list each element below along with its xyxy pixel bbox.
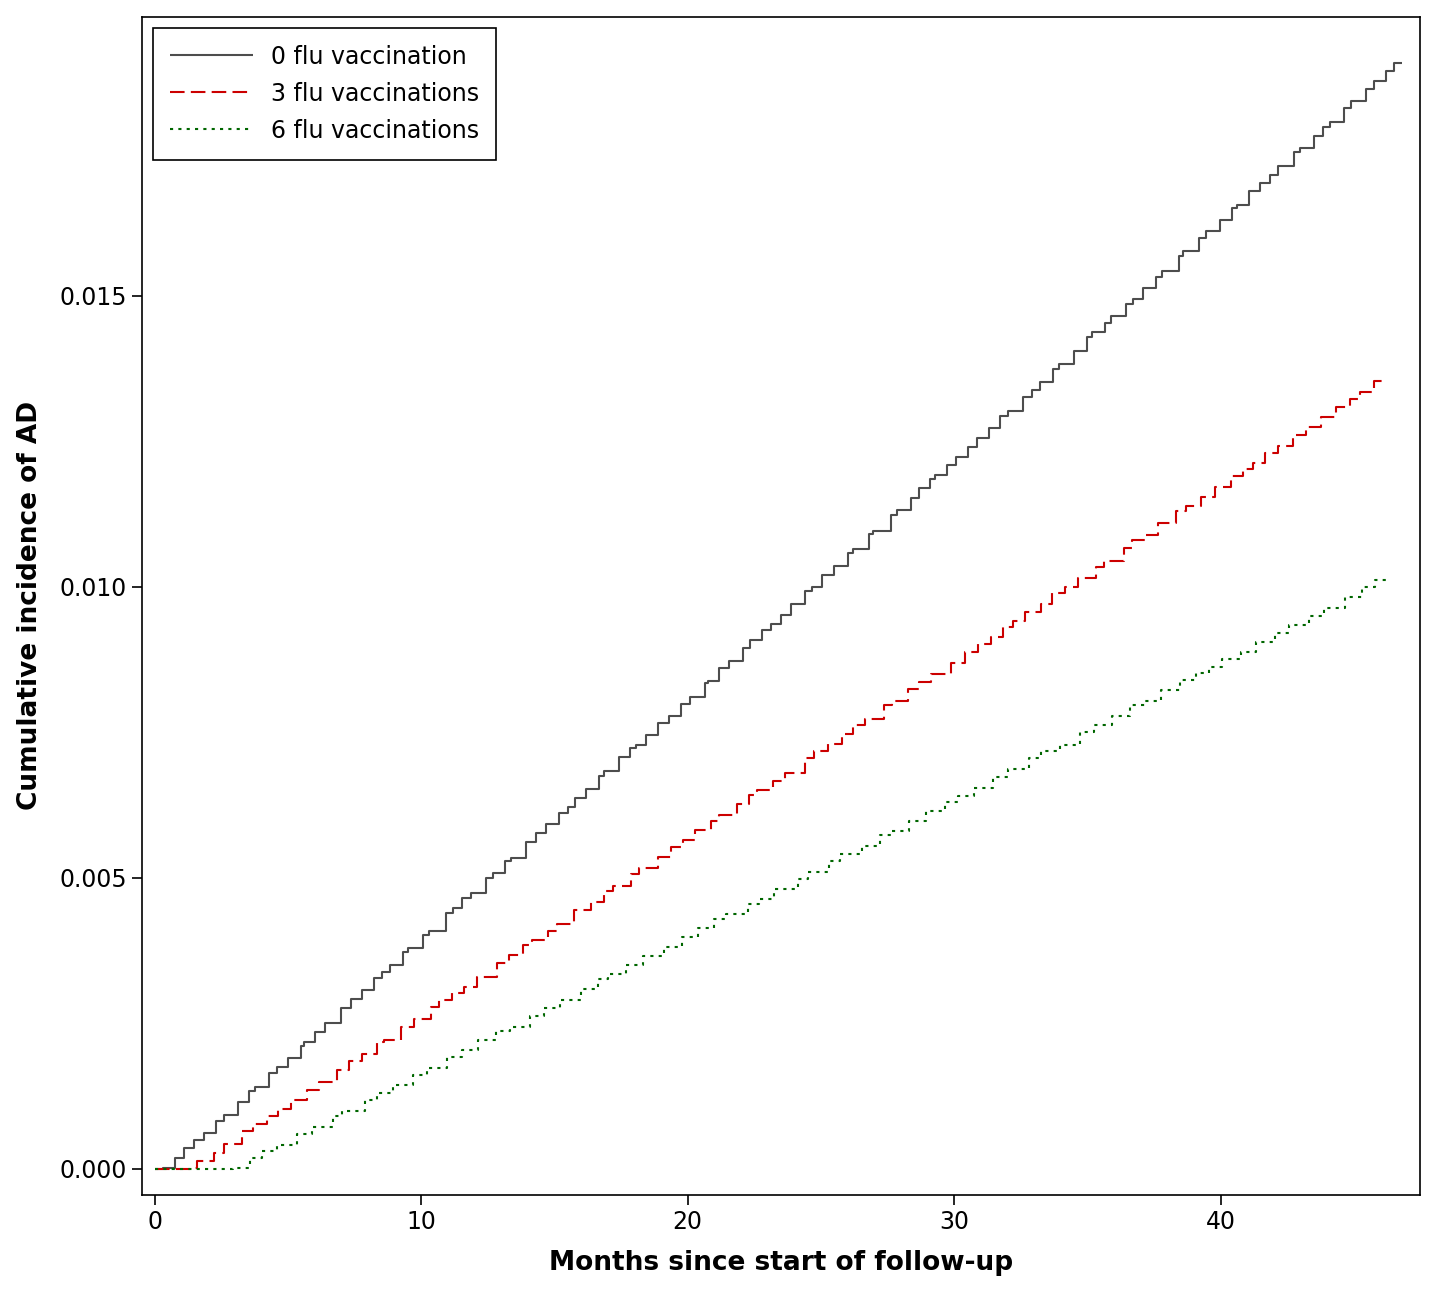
6 flu vaccinations [1377, 572, 1394, 587]
6 flu vaccinations [690, 930, 707, 945]
0 flu vaccination [741, 640, 759, 656]
3 flu vaccinations [1377, 372, 1394, 388]
0 flu vaccination [839, 546, 856, 561]
3 flu vaccinations [687, 833, 704, 848]
0 flu vaccination [1392, 56, 1410, 71]
0 flu vaccination [700, 674, 717, 689]
Legend: 0 flu vaccination, 3 flu vaccinations, 6 flu vaccinations: 0 flu vaccination, 3 flu vaccinations, 6… [154, 28, 496, 159]
6 flu vaccinations [147, 1161, 164, 1177]
3 flu vaccinations [147, 1161, 164, 1177]
3 flu vaccinations [329, 1073, 346, 1089]
3 flu vaccinations [1365, 372, 1382, 388]
Line: 3 flu vaccinations: 3 flu vaccinations [155, 380, 1385, 1169]
3 flu vaccinations [539, 923, 556, 939]
3 flu vaccinations [776, 773, 793, 789]
3 flu vaccinations [354, 1054, 371, 1069]
Line: 6 flu vaccinations: 6 flu vaccinations [155, 579, 1385, 1169]
6 flu vaccinations [1367, 572, 1384, 587]
0 flu vaccination [1336, 114, 1354, 129]
3 flu vaccinations [147, 1161, 164, 1177]
0 flu vaccination [147, 1161, 164, 1177]
6 flu vaccinations [599, 971, 616, 987]
6 flu vaccinations [303, 1126, 320, 1142]
X-axis label: Months since start of follow-up: Months since start of follow-up [549, 1250, 1013, 1276]
Line: 0 flu vaccination: 0 flu vaccination [155, 63, 1401, 1169]
0 flu vaccination [1385, 56, 1403, 71]
Y-axis label: Cumulative incidence of AD: Cumulative incidence of AD [17, 401, 43, 811]
0 flu vaccination [216, 1113, 233, 1129]
0 flu vaccination [559, 799, 576, 815]
6 flu vaccinations [717, 906, 734, 922]
6 flu vaccinations [241, 1151, 259, 1166]
6 flu vaccinations [502, 1019, 519, 1034]
